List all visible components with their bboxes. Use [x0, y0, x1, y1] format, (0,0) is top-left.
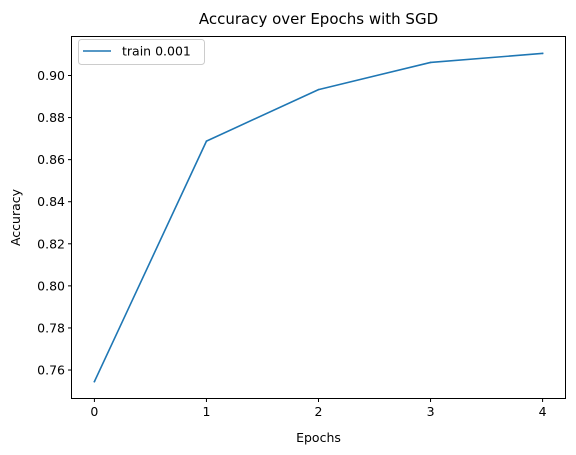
- y-tick-label: 0.84: [37, 194, 65, 209]
- legend: train 0.001: [78, 39, 205, 65]
- y-tick-label: 0.86: [37, 152, 65, 167]
- y-tick-label: 0.88: [37, 110, 65, 125]
- data-point: [541, 52, 544, 55]
- data-point: [429, 61, 432, 64]
- y-tick-label: 0.78: [37, 320, 65, 335]
- y-tick-label: 0.80: [37, 278, 65, 293]
- x-tick-label: 2: [315, 404, 323, 419]
- x-axis-label: Epochs: [296, 430, 341, 445]
- data-point: [317, 88, 320, 91]
- data-point: [205, 140, 208, 142]
- y-tick-label: 0.90: [37, 68, 65, 83]
- plot-area: 0 1 2 3 4 0.76 0.78 0.80 0.82 0.84 0.86 0.88 0.90: [37, 36, 566, 419]
- series-layer: [93, 52, 544, 383]
- data-point: [93, 380, 96, 383]
- y-tick-label: 0.76: [37, 363, 65, 378]
- x-tick-label: 1: [202, 404, 210, 419]
- plot-frame: [71, 36, 566, 399]
- legend-box: [78, 39, 205, 65]
- legend-label-train-0-001: train 0.001: [122, 44, 191, 59]
- x-tick-label: 4: [539, 404, 547, 419]
- y-axis-label: Accuracy: [8, 188, 23, 246]
- y-tick-label: 0.82: [37, 236, 65, 251]
- x-tick-label: 0: [90, 404, 98, 419]
- chart-title: Accuracy over Epochs with SGD: [199, 10, 438, 28]
- y-axis-ticks: 0.76 0.78 0.80 0.82 0.84 0.86 0.88 0.90: [37, 68, 72, 378]
- x-tick-label: 3: [427, 404, 435, 419]
